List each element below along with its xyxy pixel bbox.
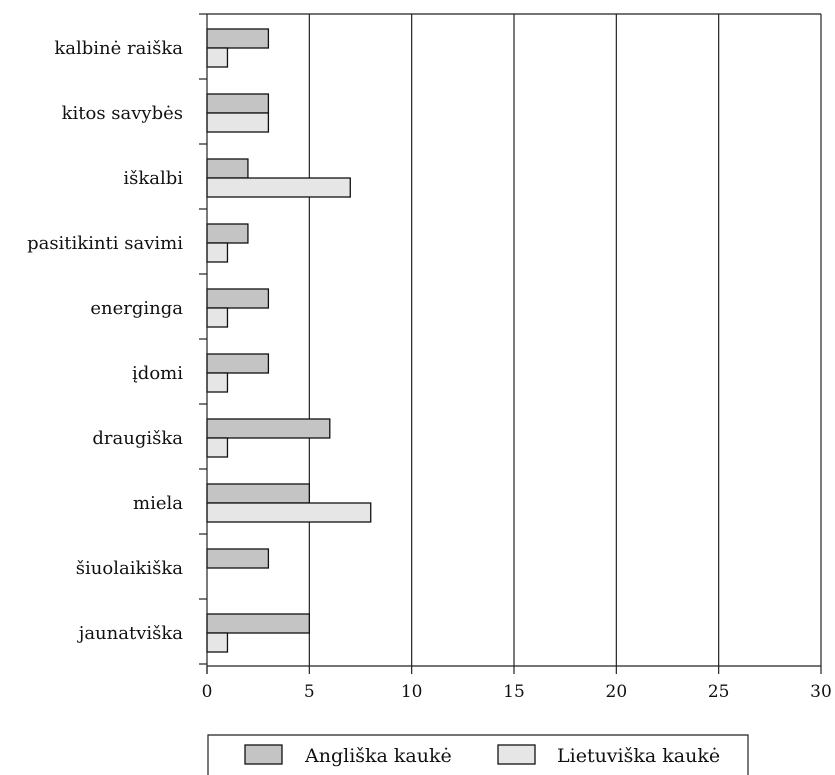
bar-series0-5 — [206, 353, 270, 374]
legend-swatch-0 — [244, 744, 283, 765]
bar-series1-0 — [206, 47, 229, 68]
x-tick-label-20: 20 — [606, 682, 628, 702]
grid-lines — [308, 14, 822, 666]
category-label-7: miela — [133, 493, 183, 514]
x-tick-label-10: 10 — [401, 682, 423, 702]
bar-series1-3 — [206, 242, 229, 263]
category-label-4: energinga — [90, 298, 183, 319]
bar-series0-8 — [206, 548, 270, 569]
legend: Angliška kaukė Lietuviška kaukė — [207, 734, 749, 775]
category-label-8: šiuolaikiška — [76, 558, 183, 579]
legend-label-0: Angliška kaukė — [304, 745, 452, 767]
legend-swatch-1 — [497, 744, 536, 765]
bar-series1-6 — [206, 437, 229, 458]
bar-series1-2 — [206, 177, 351, 198]
category-label-9: jaunatviška — [77, 623, 184, 644]
category-label-6: draugiška — [92, 428, 183, 449]
category-label-2: iškalbi — [123, 168, 183, 189]
category-label-0: kalbinė raiška — [54, 38, 183, 59]
bar-series0-7 — [206, 483, 310, 504]
bar-series1-7 — [206, 502, 372, 523]
bar-series0-4 — [206, 288, 270, 309]
legend-frame — [207, 734, 749, 775]
labels: 0 5 10 15 20 25 30 kalbinė raiška kitos savybės i… — [27, 38, 832, 702]
bar-series0-1 — [206, 93, 270, 114]
bars — [206, 28, 372, 653]
x-tick-label-25: 25 — [708, 682, 730, 702]
bar-series1-5 — [206, 372, 229, 393]
bar-series0-2 — [206, 158, 249, 179]
bar-series0-6 — [206, 418, 331, 439]
category-label-3: pasitikinti savimi — [27, 233, 183, 254]
bar-series0-9 — [206, 613, 310, 634]
legend-label-1: Lietuviška kaukė — [557, 745, 720, 767]
category-label-1: kitos savybės — [62, 103, 183, 124]
x-tick-label-5: 5 — [304, 682, 315, 702]
bar-series0-0 — [206, 28, 270, 49]
x-tick-label-30: 30 — [810, 682, 832, 702]
axes — [199, 13, 822, 674]
x-tick-label-15: 15 — [503, 682, 525, 702]
bar-series1-9 — [206, 632, 229, 653]
bar-series1-4 — [206, 307, 229, 328]
x-tick-label-0: 0 — [202, 682, 213, 702]
bar-series1-1 — [206, 112, 270, 133]
bar-series0-3 — [206, 223, 249, 244]
category-label-5: įdomi — [132, 363, 183, 384]
